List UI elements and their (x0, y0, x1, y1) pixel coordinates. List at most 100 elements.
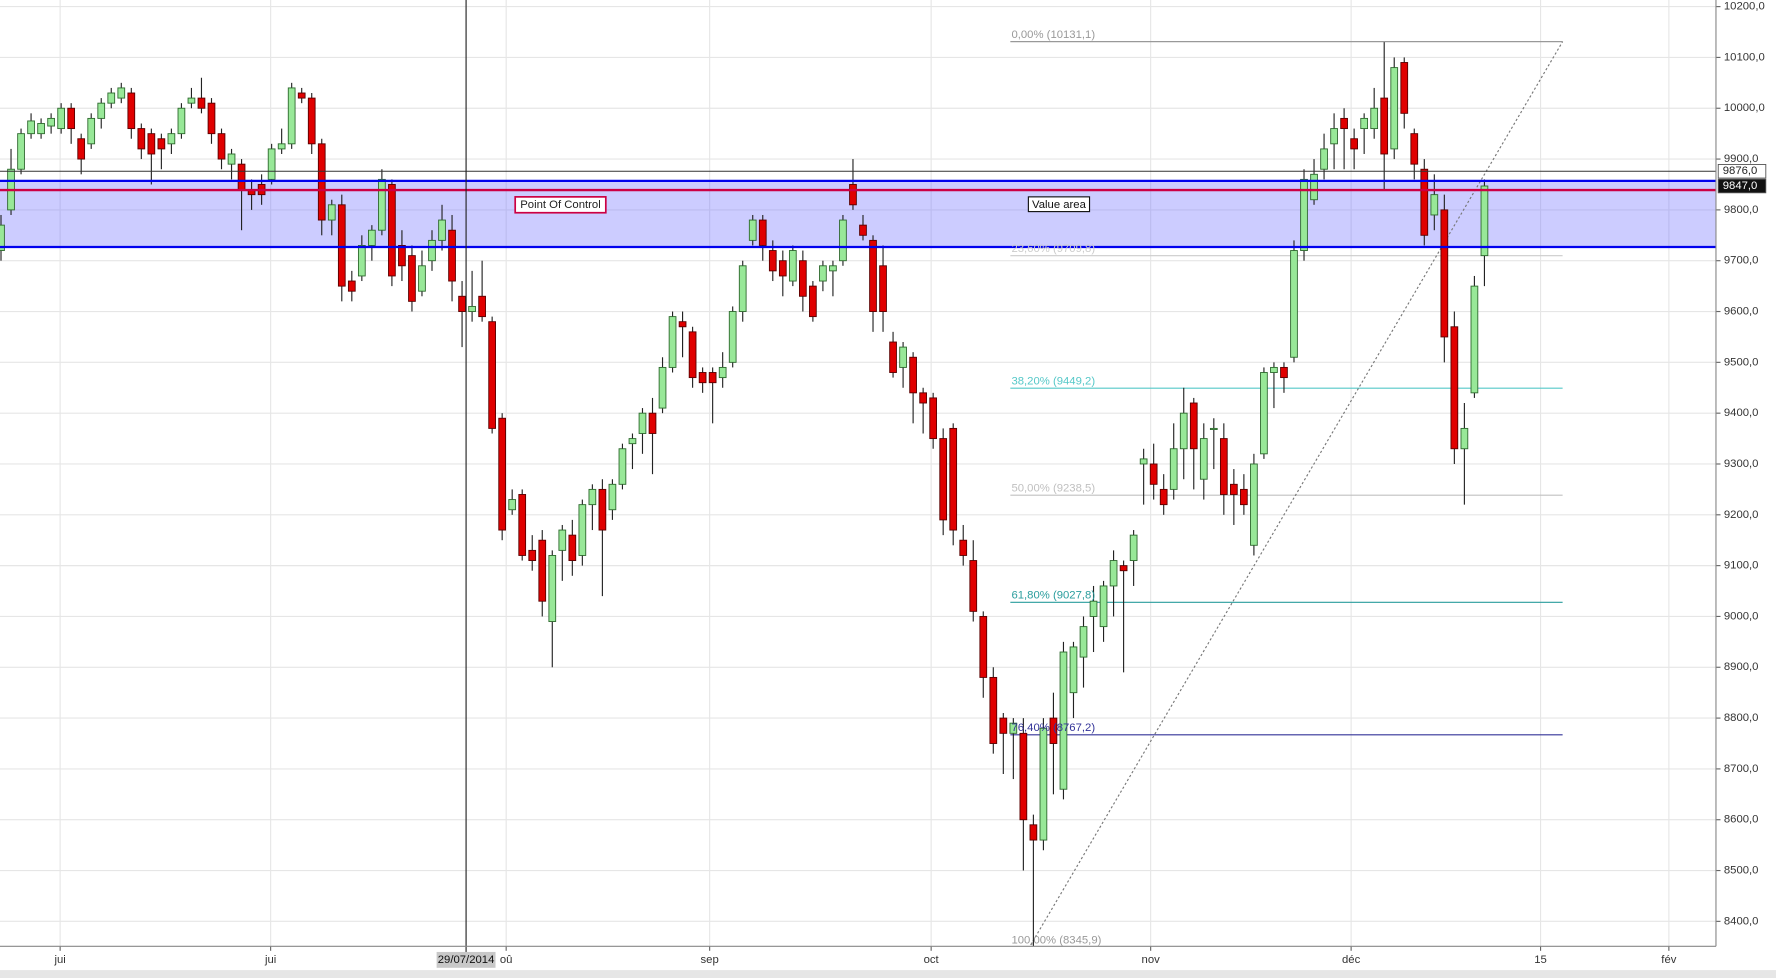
cursor-label: 29/07/2014 (438, 954, 495, 966)
candle-body-up (1270, 366, 1278, 373)
candle-body-down (959, 539, 968, 556)
y-tick-label: 9700,0 (1724, 255, 1759, 267)
candle-body-down (1029, 824, 1038, 841)
candle-body-up (0, 224, 5, 251)
price-label: 9847,0 (1723, 180, 1758, 192)
candle-body-up (668, 316, 677, 368)
candle-body-down (568, 534, 577, 561)
candle-body-down (1380, 97, 1389, 155)
value-area-label: Value area (1032, 199, 1087, 211)
candle-body-down (1230, 483, 1238, 495)
candle-body-down (1420, 168, 1429, 236)
candle-body-up (1099, 585, 1108, 628)
candle-body-down (969, 560, 978, 612)
y-tick-label: 9800,0 (1724, 204, 1759, 216)
x-tick-label: nov (1142, 954, 1161, 966)
candle-body-up (1179, 412, 1188, 450)
candle-body-down (598, 488, 607, 531)
y-tick-label: 10000,0 (1724, 102, 1765, 114)
candle-body-up (839, 219, 847, 262)
candle-body-up (1069, 646, 1078, 694)
candle-body-down (1350, 138, 1358, 150)
candle-body-down (708, 372, 717, 384)
y-tick-label: 10200,0 (1724, 1, 1765, 13)
candle-body-up (27, 120, 35, 135)
candle-body-up (829, 265, 837, 272)
candle-body-up (899, 346, 907, 368)
candle-body-up (1039, 727, 1048, 841)
candle-body-up (107, 92, 116, 104)
candle-body-down (207, 102, 216, 135)
y-tick-label: 8900,0 (1724, 661, 1759, 673)
candle-body-up (1250, 463, 1258, 546)
candle-body-down (297, 92, 306, 99)
candle-body-down (869, 239, 877, 312)
candle-body-down (1219, 438, 1228, 495)
fib-label: 23,60% (9709,8) (1011, 243, 1095, 255)
candle-body-up (177, 107, 186, 135)
candle-body-down (1340, 117, 1348, 130)
fib-trend-line (1029, 41, 1564, 947)
candle-body-up (277, 143, 286, 150)
fib-label: 50,00% (9238,5) (1011, 482, 1095, 494)
candle-body-down (1410, 133, 1419, 165)
candle-body-down (979, 615, 988, 678)
candle-body-down (799, 260, 807, 297)
y-tick-label: 9300,0 (1724, 458, 1759, 470)
y-tick-label: 9900,0 (1724, 153, 1759, 165)
candle-body-down (688, 331, 697, 379)
candle-body-up (438, 219, 446, 241)
candle-body-up (718, 366, 727, 379)
candle-body-up (1360, 117, 1369, 130)
poc-box (514, 196, 607, 214)
x-tick-label: déc (1342, 954, 1361, 966)
candle-body-down (999, 717, 1008, 734)
y-tick-label: 9100,0 (1724, 560, 1759, 572)
candle-body-down (1149, 463, 1158, 485)
candle-body-up (187, 97, 196, 104)
y-tick-label: 9400,0 (1724, 407, 1759, 419)
candle-body-up (588, 488, 597, 506)
candle-body-down (197, 97, 206, 109)
candle-body-up (1470, 285, 1479, 394)
candle-body-down (1280, 366, 1288, 379)
x-tick-label: jui (53, 954, 65, 966)
candle-body-up (368, 229, 376, 246)
candle-body-up (97, 102, 106, 119)
candle-body-up (1390, 67, 1399, 150)
candle-body-up (1109, 560, 1118, 587)
price-label: 9876,0 (1723, 165, 1758, 177)
candle-body-up (1370, 107, 1379, 130)
fib-label: 100,00% (8345,9) (1011, 935, 1101, 947)
candle-body-up (1139, 458, 1148, 465)
candle-body-down (337, 204, 346, 287)
candle-body-down (949, 427, 958, 531)
candle-body-down (1450, 326, 1459, 450)
cursor-label-bg (436, 951, 496, 968)
fib-label: 76,40% (8767,2) (1011, 722, 1095, 734)
candle-body-down (458, 295, 466, 312)
candle-body-down (1189, 402, 1198, 450)
y-tick-label: 8700,0 (1724, 763, 1759, 775)
candle-body-down (698, 372, 707, 384)
candle-body-up (558, 529, 567, 551)
candle-body-down (939, 438, 948, 521)
price-label-bg (1717, 178, 1767, 194)
candle-body-down (478, 295, 486, 318)
candle-body-down (1400, 62, 1409, 114)
candle-body-up (1089, 600, 1098, 617)
x-tick-label: fév (1661, 954, 1676, 966)
candle-body-up (267, 148, 276, 180)
candle-body-up (1009, 722, 1018, 734)
value-area-box (1027, 196, 1091, 213)
candle-body-up (357, 245, 366, 277)
candle-body-up (508, 499, 517, 511)
candle-body-down (1240, 488, 1248, 506)
candle-body-up (57, 107, 65, 130)
candle-body-up (1460, 427, 1469, 450)
candle-body-up (1330, 128, 1338, 145)
candle-body-down (77, 138, 86, 160)
candle-body-up (658, 366, 667, 409)
candle-body-up (1079, 626, 1088, 658)
y-tick-label: 9200,0 (1724, 509, 1759, 521)
